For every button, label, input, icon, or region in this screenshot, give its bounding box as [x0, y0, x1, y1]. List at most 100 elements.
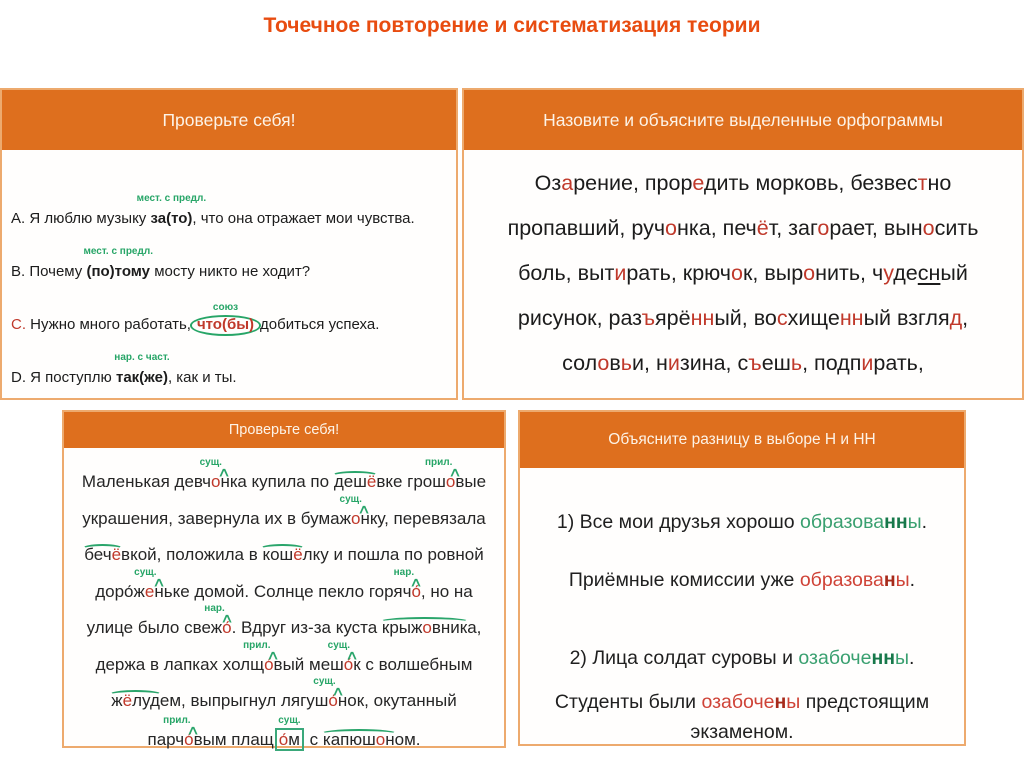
text-run: (по)тому мест. с предл. [83, 246, 153, 281]
text-run: о [817, 216, 830, 240]
text-run: ы [786, 691, 801, 713]
text-run: рать, крюч [626, 261, 731, 285]
pos-annotation: сущ. [327, 639, 350, 651]
text-run: Студенты были [554, 691, 702, 713]
text-run: . [909, 647, 915, 669]
word-group: о́ ∧ нар. [204, 604, 234, 638]
text-run: ом. [394, 729, 421, 749]
text-run: н [883, 569, 896, 591]
suffix-caret-icon: ∧ [330, 683, 345, 699]
text-run: дить морковь, безвес [703, 171, 918, 195]
circled-word: что(бы) союз [189, 303, 262, 336]
text-run: а купила по [237, 472, 334, 491]
text-run: Нужно много работать, [26, 316, 191, 333]
text-run: образова [799, 569, 884, 591]
pos-annotation: прил. [163, 714, 191, 726]
text-line: 2) Лица солдат суровы и озабоченны. [520, 646, 964, 670]
text-line: улице было свежо́ ∧ нар.. Вдруг из-за куст… [64, 604, 504, 638]
word-group: капюшон [320, 728, 397, 749]
root-arc-icon [109, 690, 162, 699]
text-run: ъ [641, 306, 656, 330]
pos-annotation: мест. с предл. [83, 246, 153, 257]
text-run: , как и ты. [167, 369, 237, 386]
text-run: е [144, 581, 155, 601]
text-run: мосту никто не ходит? [150, 263, 311, 280]
text-line: бечё вкой, положила в кошё лку и пошла по … [64, 544, 504, 564]
panel-header: Проверьте себя! [64, 412, 504, 448]
text-run: ы [895, 647, 910, 669]
text-run: а, [467, 618, 482, 637]
text-run: нить, ч [815, 261, 884, 285]
text-run: ый взгля [863, 306, 950, 330]
text-run: о [211, 472, 221, 491]
text-run: нн [884, 511, 908, 533]
pos-annotation: сущ. [134, 566, 157, 578]
text-run: ё [756, 216, 769, 240]
text-run: с [304, 729, 323, 749]
panel-orthograms: Назовите и объясните выделенные орфограм… [462, 88, 1024, 400]
text-run: нн [839, 306, 864, 330]
text-run: ый, во [714, 306, 777, 330]
text-run: а [561, 171, 574, 195]
text-run: о́ [264, 654, 274, 674]
text-run: ё [122, 691, 133, 710]
word-group: о́в ∧ прил. [243, 640, 283, 674]
text-run: рать, [873, 351, 924, 375]
text-run: о [375, 729, 386, 749]
text-run: сить [934, 216, 979, 240]
text-run: в [273, 654, 283, 674]
text-line: Озарение, проредить морковь, безвестно [464, 168, 1022, 198]
text-run: озабоче [701, 691, 775, 713]
text-run: ы [895, 569, 910, 591]
text-run: в [193, 729, 203, 749]
ending-box: о́м сущ. [274, 715, 304, 751]
text-run: о́ [411, 581, 421, 601]
text-run: в [609, 351, 621, 375]
text-run: ый меш [282, 654, 344, 674]
text-line: D. Я поступлю так(же) нар. с част., как и… [2, 353, 456, 389]
text-run: сн [917, 261, 941, 285]
text-run: . [921, 511, 928, 533]
text-run: нк [360, 508, 378, 528]
text-run: с [776, 306, 788, 330]
text-run: рисунок, раз [517, 306, 642, 330]
pos-annotation: прил. [243, 639, 271, 651]
pos-annotation: нар. с част. [114, 352, 170, 363]
text-run: с волшебным [360, 654, 473, 674]
word-group: о́н ∧ сущ. [313, 677, 347, 711]
text-line: жёлуд ем, выпрыгнул лягушо́н ∧ сущ. ок, окут… [64, 677, 504, 711]
suffix-caret-icon: ∧ [151, 573, 166, 590]
pos-annotation: мест. с предл. [136, 193, 207, 204]
text-run: ке домой. Солнце пекло горяч [172, 581, 412, 601]
word-group: о́к ∧ сущ. [328, 640, 361, 674]
text-run: ы [907, 511, 922, 533]
pos-annotation: сущ. [199, 457, 222, 468]
text-run: ж [111, 691, 123, 710]
word-group: дешё [331, 471, 379, 491]
text-line: доро́жень ∧ сущ. ке домой. Солнце пекло гор… [64, 567, 504, 601]
word-group: бечё [82, 544, 124, 564]
text-run: предстоящим [800, 691, 930, 713]
text-run: рение, прор [573, 171, 693, 195]
suffix-caret-icon: ∧ [357, 500, 372, 517]
text-run: в [455, 472, 465, 491]
text-run: о́ [184, 729, 194, 749]
text-run: о [350, 508, 361, 528]
text-line: C. Нужно много работать, что(бы) союз добит… [2, 303, 456, 336]
word-group: жёлуд [109, 690, 162, 710]
text-run: 1) Все мои друзья хорошо [556, 511, 801, 533]
text-run: Оз [534, 171, 562, 195]
root-arc-icon [379, 617, 470, 626]
pos-annotation: прил. [424, 457, 453, 468]
text-run: ь [790, 351, 803, 375]
word-group: о́в ∧ прил. [163, 715, 203, 749]
text-run: лку и пошла по ровной [302, 545, 484, 564]
text-run: нь [154, 581, 173, 601]
text-run: и, н [631, 351, 668, 375]
text-run: д [949, 306, 963, 330]
text-run: ё [111, 545, 122, 564]
text-run: зина, с [679, 351, 749, 375]
text-run: и [861, 351, 874, 375]
text-run: доро́ж [95, 581, 145, 601]
